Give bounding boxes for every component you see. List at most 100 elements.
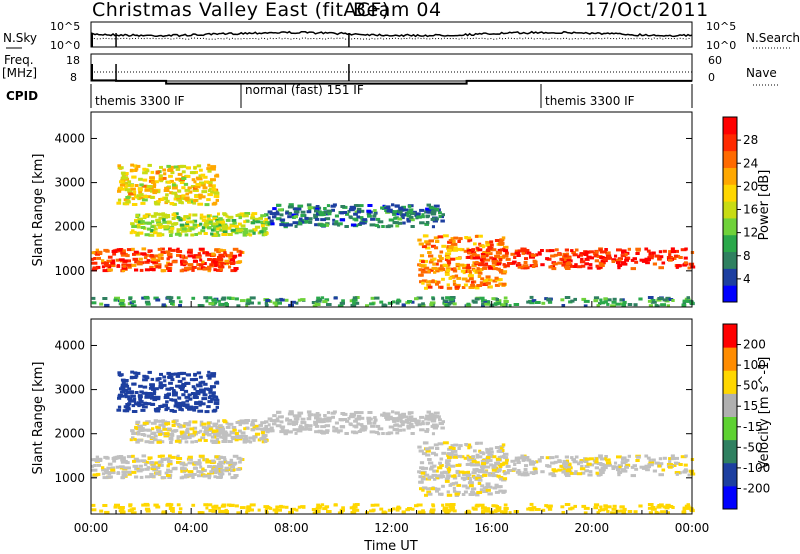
power-cell-5-19 xyxy=(690,265,696,269)
velocity-cell-4-62 xyxy=(436,487,441,491)
velocity-cell-3-174 xyxy=(406,426,411,430)
power-cell-2-54 xyxy=(181,229,188,233)
power-cell-6-201 xyxy=(603,297,608,301)
velocity-cell-1-59 xyxy=(133,371,138,375)
velocity-cell-3-227 xyxy=(392,417,398,421)
velocity-cell-0-226 xyxy=(94,459,100,462)
power-cell-6-186 xyxy=(221,296,227,300)
velocity-cell-5-181 xyxy=(572,472,578,475)
velocity-cell-0-56 xyxy=(91,475,97,479)
velocity-cell-5-246 xyxy=(569,471,574,475)
power-cell-3-83 xyxy=(392,212,397,216)
power-cell-5-225 xyxy=(504,264,510,268)
power-cell-4-190 xyxy=(422,234,429,238)
velocity-cell-5-192 xyxy=(550,461,556,465)
power-cell-4-156 xyxy=(437,235,444,239)
velocity-cell-3-238 xyxy=(386,416,393,420)
power-cell-1-241 xyxy=(200,195,206,199)
power-cell-2-12 xyxy=(239,212,246,216)
power-cell-5-52 xyxy=(579,252,585,256)
velocity-cell-6-194 xyxy=(236,511,241,515)
velocity-cell-5-123 xyxy=(568,463,572,467)
power-cell-6-33 xyxy=(130,304,137,308)
velocity-cell-6-187 xyxy=(529,502,534,506)
velocity-cbar-label-1: 100 xyxy=(743,358,766,372)
velocity-cell-3-5 xyxy=(369,430,376,434)
velocity-cell-6-190 xyxy=(153,503,159,507)
velocity-cell-6-241 xyxy=(155,505,161,509)
power-cell-4-214 xyxy=(457,247,463,251)
power-cell-6-82 xyxy=(647,296,654,299)
power-cell-6-99 xyxy=(682,299,689,303)
power-cell-0-218 xyxy=(107,268,113,272)
power-cell-6-97 xyxy=(660,303,666,307)
velocity-cell-5-203 xyxy=(670,457,676,461)
power-cell-4-72 xyxy=(468,271,473,275)
power-cell-2-15 xyxy=(146,227,151,231)
power-cell-0-235 xyxy=(232,255,237,259)
velocity-cell-3-194 xyxy=(381,432,385,435)
velocity-cell-6-255 xyxy=(487,507,491,511)
velocity-cell-2-56 xyxy=(204,432,208,436)
power-cell-2-232 xyxy=(171,217,176,220)
velocity-cell-6-245 xyxy=(379,507,384,511)
velocity-cell-3-162 xyxy=(351,413,356,417)
power-cell-1-207 xyxy=(214,174,220,178)
power-cell-5-226 xyxy=(595,250,599,254)
nave-tick-top: 60 xyxy=(708,54,722,67)
velocity-cell-4-35 xyxy=(446,474,452,478)
velocity-cell-4-143 xyxy=(446,476,451,480)
velocity-cell-0-208 xyxy=(147,457,151,461)
velocity-cell-5-182 xyxy=(482,463,486,467)
velocity-ylabel: Slant Range [km] xyxy=(31,362,46,475)
velocity-cell-6-233 xyxy=(655,511,660,515)
x-tick-label-3: 12:00 xyxy=(374,521,409,535)
power-cell-5-200 xyxy=(644,257,650,261)
power-cell-5-228 xyxy=(523,248,528,252)
power-cell-1-232 xyxy=(204,203,210,207)
velocity-cell-3-71 xyxy=(359,416,365,420)
velocity-cell-3-142 xyxy=(313,420,318,424)
power-cell-1-129 xyxy=(175,167,181,171)
power-cell-0-42 xyxy=(127,265,132,269)
velocity-cell-6-226 xyxy=(104,510,110,514)
power-cell-6-246 xyxy=(239,299,246,303)
velocity-cell-2-216 xyxy=(264,427,271,431)
power-cell-2-38 xyxy=(219,228,223,232)
velocity-cell-4-136 xyxy=(488,459,493,463)
power-cell-6-171 xyxy=(369,302,375,306)
velocity-cell-6-254 xyxy=(447,509,452,513)
velocity-cell-5-204 xyxy=(577,462,581,466)
velocity-cell-6-183 xyxy=(503,507,509,510)
velocity-cell-5-36 xyxy=(510,459,516,463)
power-cell-2-144 xyxy=(215,219,219,222)
power-cell-5-56 xyxy=(594,259,600,263)
power-cell-1-217 xyxy=(207,169,212,173)
power-cell-6-174 xyxy=(198,304,204,308)
velocity-cell-1-245 xyxy=(120,383,127,387)
velocity-cell-1-225 xyxy=(213,398,220,402)
velocity-cell-6-28 xyxy=(650,507,657,511)
velocity-cell-3-129 xyxy=(374,430,379,434)
velocity-cell-0-179 xyxy=(116,455,123,459)
power-cell-4-58 xyxy=(485,281,491,285)
velocity-cell-1-9 xyxy=(153,387,159,391)
velocity-cell-3-198 xyxy=(285,430,290,434)
velocity-cell-0-116 xyxy=(216,456,221,460)
velocity-cell-3-64 xyxy=(279,420,284,424)
power-cell-0-156 xyxy=(102,269,109,273)
x-tick-label-6: 00:00 xyxy=(675,521,710,535)
power-cell-2-243 xyxy=(235,214,242,217)
velocity-cell-2-166 xyxy=(189,427,195,431)
velocity-cell-6-170 xyxy=(448,504,455,508)
power-cell-3-218 xyxy=(267,216,271,220)
velocity-cell-4-190 xyxy=(422,441,429,445)
power-cell-1-165 xyxy=(147,195,152,199)
velocity-cell-1-153 xyxy=(159,372,163,376)
velocity-cell-4-81 xyxy=(485,450,491,454)
power-cell-5-124 xyxy=(506,262,513,265)
nave-tick-bottom: 0 xyxy=(708,71,715,84)
power-cell-5-78 xyxy=(680,248,687,252)
velocity-cell-2-90 xyxy=(212,433,219,437)
